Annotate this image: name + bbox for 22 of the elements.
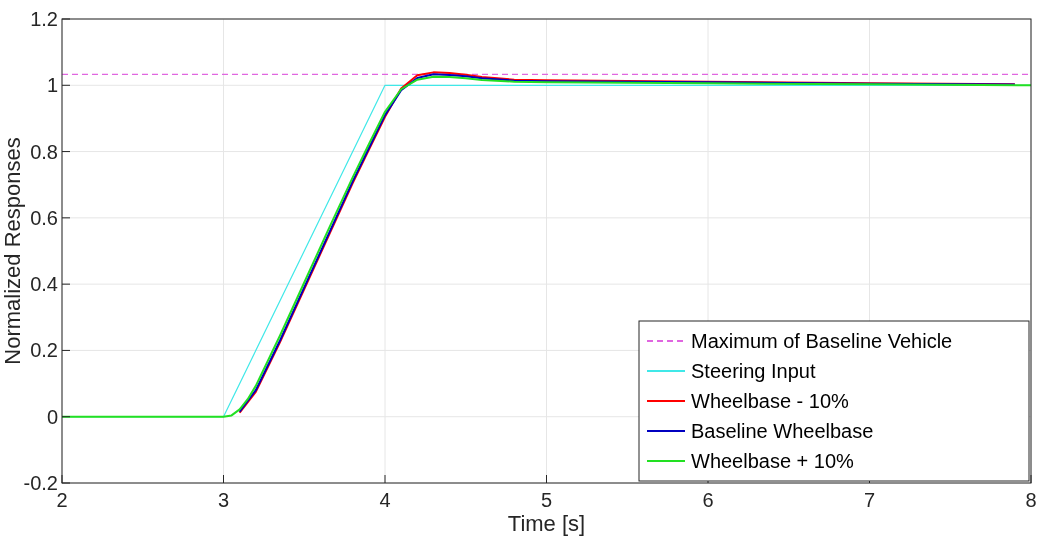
- x-tick-label: 6: [702, 489, 714, 511]
- y-tick-label: -0.2: [23, 472, 58, 494]
- y-axis-title: Normalized Responses: [0, 137, 25, 365]
- x-tick-label: 7: [863, 489, 876, 511]
- legend-label: Wheelbase + 10%: [691, 450, 855, 472]
- y-tick-label: 0.6: [30, 206, 58, 229]
- y-tick-label: 1.2: [30, 8, 58, 30]
- x-tick-label: 4: [379, 489, 391, 511]
- legend-label: Steering Input: [691, 360, 816, 382]
- x-tick-label: 2: [56, 489, 68, 511]
- y-tick-label: 1: [46, 74, 58, 97]
- x-tick-label: 8: [1025, 489, 1037, 511]
- x-tick-label: 3: [217, 489, 230, 511]
- legend-label: Maximum of Baseline Vehicle: [691, 330, 953, 352]
- y-tick-label: 0: [46, 405, 58, 428]
- legend-label: Baseline Wheelbase: [691, 420, 874, 442]
- y-tick-label: 0.2: [30, 339, 58, 362]
- x-axis-title: Time [s]: [507, 511, 586, 536]
- y-tick-label: 0.8: [30, 140, 58, 163]
- y-tick-label: 0.4: [30, 273, 58, 296]
- legend-label: Wheelbase - 10%: [691, 390, 850, 412]
- x-tick-label: 5: [540, 489, 553, 511]
